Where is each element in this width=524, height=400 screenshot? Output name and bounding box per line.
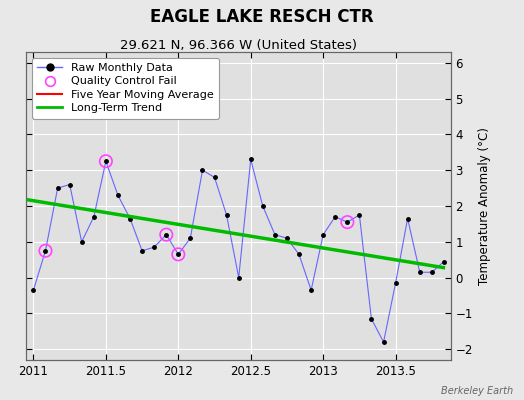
Point [41,248,50,254]
Point [102,158,110,164]
Text: EAGLE LAKE RESCH CTR: EAGLE LAKE RESCH CTR [150,8,374,26]
Legend: Raw Monthly Data, Quality Control Fail, Five Year Moving Average, Long-Term Tren: Raw Monthly Data, Quality Control Fail, … [32,58,219,119]
Y-axis label: Temperature Anomaly (°C): Temperature Anomaly (°C) [478,127,492,285]
Title: 29.621 N, 96.366 W (United States): 29.621 N, 96.366 W (United States) [120,39,357,52]
Point [162,232,170,238]
Point [174,251,182,258]
Point [343,219,352,225]
Text: Berkeley Earth: Berkeley Earth [441,386,514,396]
